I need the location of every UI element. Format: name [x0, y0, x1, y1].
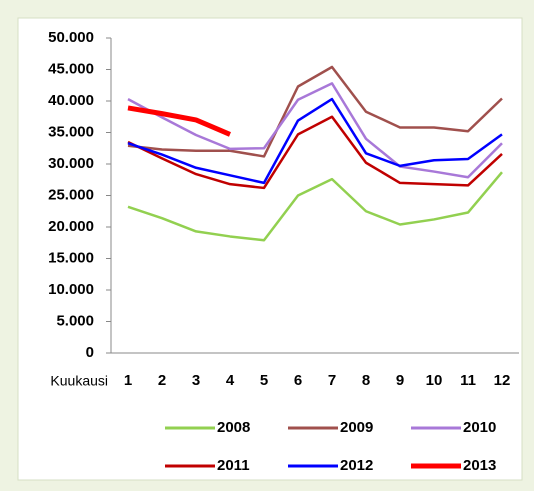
y-tick-label: 25.000	[48, 186, 94, 203]
y-tick-label: 10.000	[48, 281, 94, 298]
x-tick-label: 10	[426, 372, 443, 389]
y-tick-label: 15.000	[48, 249, 94, 266]
y-tick-label: 35.000	[48, 123, 94, 140]
x-tick-label: 9	[396, 372, 404, 389]
series-line	[127, 82, 503, 179]
series-line	[127, 65, 503, 158]
legend-label: 2012	[340, 457, 373, 474]
x-tick-label: 8	[362, 372, 370, 389]
series-line	[127, 105, 231, 137]
y-tick-label: 50.000	[48, 29, 94, 46]
legend-label: 2009	[340, 419, 373, 436]
y-tick-label: 5.000	[56, 312, 94, 329]
series-line	[127, 97, 503, 185]
y-tick-label: 20.000	[48, 218, 94, 235]
x-tick-label: 4	[226, 372, 235, 389]
y-tick-label: 30.000	[48, 155, 94, 172]
x-tick-label: 6	[294, 372, 302, 389]
x-tick-label: 11	[460, 372, 476, 389]
x-tick-label: 7	[328, 372, 336, 389]
x-tick-label: 1	[124, 372, 132, 389]
x-tick-label: 3	[192, 372, 200, 389]
y-tick-label: 0	[86, 344, 94, 361]
x-tick-label: 2	[158, 372, 166, 389]
series-line	[127, 171, 503, 242]
series-line	[127, 115, 503, 190]
chart-panel	[17, 17, 523, 481]
legend-label: 2011	[217, 457, 250, 474]
y-tick-label: 40.000	[48, 92, 94, 109]
x-axis-title: Kuukausi	[50, 373, 108, 389]
legend-label: 2013	[463, 457, 496, 474]
x-tick-label: 5	[260, 372, 268, 389]
legend-label: 2008	[217, 419, 250, 436]
x-tick-label: 12	[494, 372, 511, 389]
y-tick-label: 45.000	[48, 60, 94, 77]
legend-label: 2010	[463, 419, 496, 436]
